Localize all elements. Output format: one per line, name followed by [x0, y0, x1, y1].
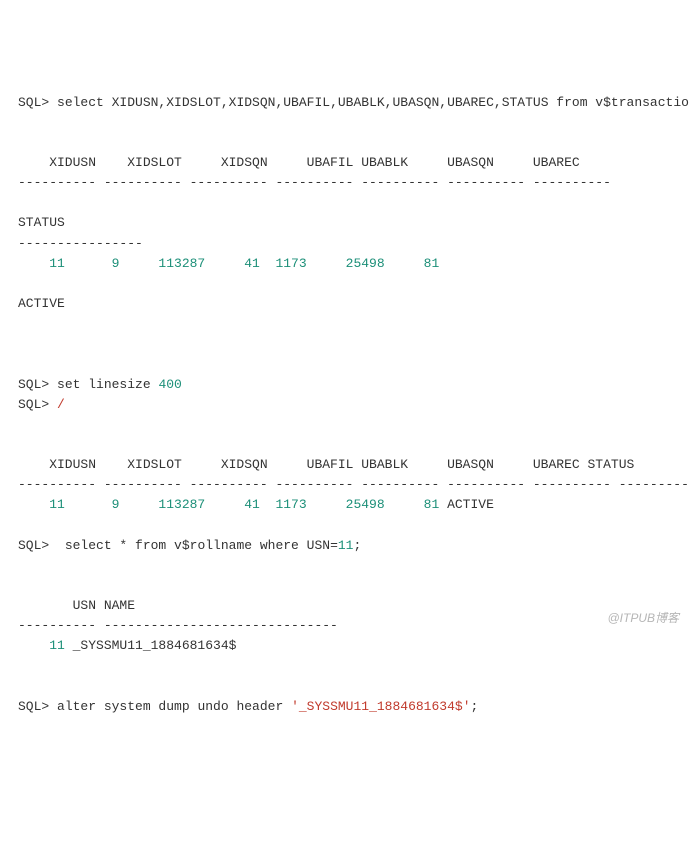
sql-prompt: SQL>	[18, 699, 49, 714]
result-separator-1b: ----------------	[18, 236, 143, 251]
sql-command-3-usn: 11	[338, 538, 354, 553]
result-header-1a: XIDUSN XIDSLOT XIDSQN UBAFIL UBABLK UBAS…	[18, 155, 580, 170]
result-header-3: USN NAME	[18, 598, 135, 613]
result-row-2-status: ACTIVE	[439, 497, 494, 512]
sql-prompt: SQL>	[18, 538, 49, 553]
result-row-2-values: 11 9 113287 41 1173 25498 81	[18, 497, 439, 512]
watermark-text: @ITPUB博客	[607, 609, 679, 628]
sql-command-1: select XIDUSN,XIDSLOT,XIDSQN,UBAFIL,UBAB…	[49, 95, 689, 110]
cmd-linesize-val: 400	[158, 377, 181, 392]
cmd-linesize-pre: set linesize	[49, 377, 158, 392]
sql-slash: /	[49, 397, 65, 412]
result-row-3-num: 11	[18, 638, 65, 653]
sql-command-4-str: '_SYSSMU11_1884681634$'	[291, 699, 470, 714]
result-header-1b: STATUS	[18, 215, 65, 230]
sql-command-4-pre: alter system dump undo header	[49, 699, 291, 714]
sql-command-3-pre: select * from v$rollname where USN=	[49, 538, 338, 553]
sql-prompt: SQL>	[18, 95, 49, 110]
result-row-1-status: ACTIVE	[18, 296, 65, 311]
result-row-3-name: _SYSSMU11_1884681634$	[65, 638, 237, 653]
result-separator-3: ---------- -----------------------------…	[18, 618, 338, 633]
sql-prompt: SQL>	[18, 377, 49, 392]
sql-command-4-post: ;	[471, 699, 479, 714]
result-header-2: XIDUSN XIDSLOT XIDSQN UBAFIL UBABLK UBAS…	[18, 457, 634, 472]
result-separator-1a: ---------- ---------- ---------- -------…	[18, 175, 611, 190]
result-separator-2: ---------- ---------- ---------- -------…	[18, 477, 689, 492]
result-row-1-values: 11 9 113287 41 1173 25498 81	[18, 256, 439, 271]
terminal-output: SQL> select XIDUSN,XIDSLOT,XIDSQN,UBAFIL…	[18, 95, 689, 714]
sql-prompt: SQL>	[18, 397, 49, 412]
sql-command-3-post: ;	[353, 538, 361, 553]
